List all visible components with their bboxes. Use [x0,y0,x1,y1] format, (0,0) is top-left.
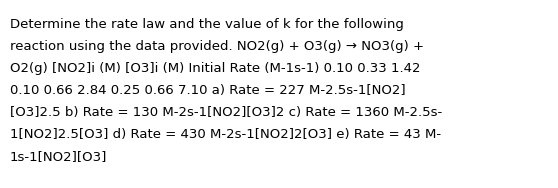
Text: 1s-1[NO2][O3]: 1s-1[NO2][O3] [10,150,107,163]
Text: Determine the rate law and the value of k for the following: Determine the rate law and the value of … [10,18,404,31]
Text: 0.10 0.66 2.84 0.25 0.66 7.10 a) Rate = 227 M-2.5s-1[NO2]: 0.10 0.66 2.84 0.25 0.66 7.10 a) Rate = … [10,84,406,97]
Text: O2(g) [NO2]i (M) [O3]i (M) Initial Rate (M-1s-1) 0.10 0.33 1.42: O2(g) [NO2]i (M) [O3]i (M) Initial Rate … [10,62,421,75]
Text: 1[NO2]2.5[O3] d) Rate = 430 M-2s-1[NO2]2[O3] e) Rate = 43 M-: 1[NO2]2.5[O3] d) Rate = 430 M-2s-1[NO2]2… [10,128,441,141]
Text: [O3]2.5 b) Rate = 130 M-2s-1[NO2][O3]2 c) Rate = 1360 M-2.5s-: [O3]2.5 b) Rate = 130 M-2s-1[NO2][O3]2 c… [10,106,442,119]
Text: reaction using the data provided. NO2(g) + O3(g) → NO3(g) +: reaction using the data provided. NO2(g)… [10,40,424,53]
